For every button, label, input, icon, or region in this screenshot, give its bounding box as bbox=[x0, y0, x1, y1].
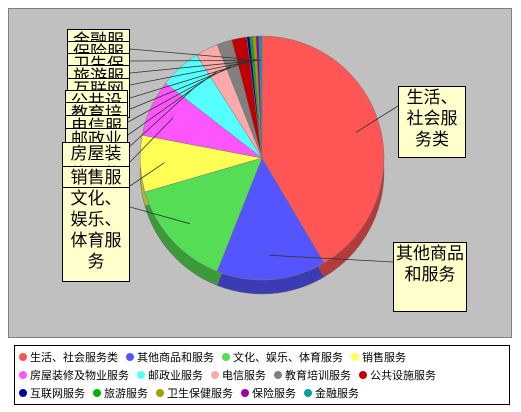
legend-label: 文化、娱乐、体育服务 bbox=[233, 351, 343, 364]
legend-label: 旅游服务 bbox=[104, 387, 148, 400]
legend-label: 邮政业服务 bbox=[148, 369, 203, 382]
legend-item: 文化、娱乐、体育服务 bbox=[222, 349, 343, 365]
legend-swatch bbox=[351, 353, 359, 361]
leader-line bbox=[129, 60, 254, 86]
legend-swatch bbox=[211, 371, 219, 379]
legend-label: 房屋装修及物业服务 bbox=[30, 369, 129, 382]
legend-label: 生活、社会服务类 bbox=[30, 351, 118, 364]
legend-swatch bbox=[19, 371, 27, 379]
legend-item: 房屋装修及物业服务 bbox=[19, 367, 129, 383]
legend-swatch bbox=[359, 371, 367, 379]
legend-item: 邮政业服务 bbox=[137, 367, 203, 383]
leader-line bbox=[127, 61, 244, 111]
legend-swatch bbox=[19, 389, 27, 397]
legend-swatch bbox=[222, 353, 230, 361]
legend-label: 电信服务 bbox=[222, 369, 266, 382]
legend: 生活、社会服务类 其他商品和服务 文化、娱乐、体育服务 销售服务房屋装修及物业服务 邮政… bbox=[14, 345, 510, 405]
legend-item: 销售服务 bbox=[351, 349, 406, 365]
legend-label: 公共设施服务 bbox=[370, 369, 436, 382]
legend-item: 其他商品和服务 bbox=[126, 349, 214, 365]
legend-item: 保险服务 bbox=[241, 385, 296, 401]
leader-line bbox=[129, 60, 259, 62]
slice-label: 其他商品和服务 bbox=[393, 242, 467, 312]
legend-label: 销售服务 bbox=[362, 351, 406, 364]
legend-swatch bbox=[241, 389, 249, 397]
leader-line bbox=[129, 48, 261, 61]
legend-item: 教育培训服务 bbox=[274, 367, 351, 383]
legend-swatch bbox=[156, 389, 164, 397]
leader-line bbox=[269, 254, 394, 263]
legend-swatch bbox=[274, 371, 282, 379]
slice bbox=[261, 35, 385, 264]
slice bbox=[144, 157, 263, 272]
leader-line bbox=[129, 206, 190, 225]
slice-label: 文化、娱乐、体育服务 bbox=[62, 187, 130, 282]
slice bbox=[216, 157, 325, 281]
legend-item: 公共设施服务 bbox=[359, 367, 436, 383]
legend-label: 互联网服务 bbox=[30, 387, 85, 400]
leader-line bbox=[127, 70, 218, 136]
legend-swatch bbox=[93, 389, 101, 397]
leader-line bbox=[127, 64, 233, 123]
legend-swatch bbox=[304, 389, 312, 397]
leader-line bbox=[355, 105, 399, 133]
legend-swatch bbox=[137, 371, 145, 379]
leader-line bbox=[129, 60, 256, 74]
legend-swatch bbox=[126, 353, 134, 361]
slice-label: 生活、社会服务类 bbox=[398, 86, 466, 158]
legend-item: 电信服务 bbox=[211, 367, 266, 383]
leader-line bbox=[129, 117, 174, 163]
legend-label: 教育培训服务 bbox=[285, 369, 351, 382]
legend-item: 生活、社会服务类 bbox=[19, 349, 118, 365]
legend-label: 其他商品和服务 bbox=[137, 351, 214, 364]
legend-item: 互联网服务 bbox=[19, 385, 85, 401]
leader-line bbox=[127, 85, 197, 149]
legend-item: 金融服务 bbox=[304, 385, 359, 401]
legend-label: 保险服务 bbox=[252, 387, 296, 400]
slice bbox=[258, 35, 263, 159]
legend-label: 卫生保健服务 bbox=[167, 387, 233, 400]
legend-label: 金融服务 bbox=[315, 387, 359, 400]
legend-swatch bbox=[19, 353, 27, 361]
leader-line bbox=[129, 162, 165, 187]
legend-item: 旅游服务 bbox=[93, 385, 148, 401]
legend-item: 卫生保健服务 bbox=[156, 385, 233, 401]
